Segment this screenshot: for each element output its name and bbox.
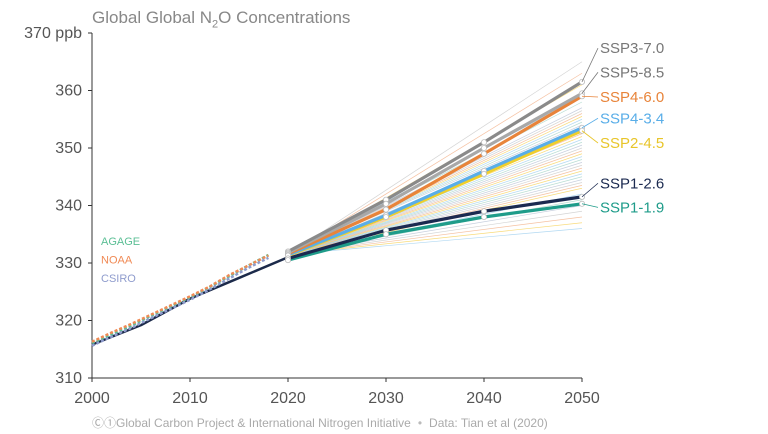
scenario-label: SSP4-6.0 [600,89,664,106]
y-tick-label: 320 [55,313,82,330]
scenario-series [284,78,586,264]
scenario-point [382,231,389,238]
scenario-label: SSP4-3.4 [600,110,664,127]
y-tick-label: 370 ppb [24,25,82,42]
x-tick-label: 2030 [368,390,404,407]
scenario-point [382,213,389,220]
x-tick-label: 2050 [564,390,600,407]
y-tick-label: 350 [55,140,82,157]
ensemble-line [287,61,583,255]
scenario-point [480,139,487,146]
ensemble-line [287,179,583,255]
scenario-leader-line [581,47,599,83]
data-source-text: Data: Tian et al (2020) [429,416,548,430]
scenario-leader-line [581,182,599,198]
x-tick-label: 2040 [466,390,502,407]
scenario-point [480,150,487,157]
scenario-line-ssp3-7.0 [287,80,583,253]
scenario-point [480,144,487,151]
ensemble-line [287,162,583,255]
scenario-leader-line [581,95,599,98]
ensemble-line [287,182,583,255]
scenario-point [284,257,291,264]
scenario-line-ssp1-1.9 [287,202,583,262]
credit-text: Ⓒ①Global Carbon Project & International … [92,416,411,430]
scenario-leader-line [581,117,599,129]
observation-label-agage: AGAGE [101,236,140,248]
footer-separator: • [417,416,423,430]
scenario-label: SSP1-2.6 [600,175,664,192]
y-tick-label: 330 [55,255,82,272]
observation-label-csiro: CSIRO [101,273,136,285]
observation-line-noaa [91,254,269,343]
ensemble-line [287,164,583,255]
scenario-point [480,208,487,215]
y-tick-label: 310 [55,370,82,387]
y-tick-label: 360 [55,83,82,100]
scenario-leader-line [581,203,599,208]
scenario-label: SSP5-8.5 [600,64,664,81]
observation-legend: AGAGE NOAA CSIRO [101,236,140,285]
scenario-point [480,213,487,220]
x-tick-label: 2000 [74,390,110,407]
ensemble-line [287,159,583,255]
observation-series [91,253,269,347]
observation-label-noaa: NOAA [101,255,133,267]
scenario-line-ssp4-6.0 [287,94,583,256]
scenario-line-ssp5-8.5 [287,91,583,255]
scenario-point [382,200,389,207]
scenario-line-ssp1-2.6 [287,195,583,260]
scenario-label: SSP3-7.0 [600,40,664,57]
scenario-leader-line [581,72,599,94]
scenario-label: SSP1-1.9 [600,199,664,216]
scenario-label: SSP2-4.5 [600,135,664,152]
scenario-point [480,170,487,177]
scenario-leader-line [581,130,599,144]
ensemble-line [287,173,583,255]
y-tick-label: 340 [55,198,82,215]
x-tick-label: 2010 [172,390,208,407]
ensemble-line [287,170,583,255]
scenario-labels: SSP3-7.0 SSP5-8.5 SSP4-6.0 SSP4-3.4 SSP2-4.5… [581,40,664,216]
axes: 310 320 330 340 350 360 370 ppb 2000 2010 2020 203… [24,25,600,407]
footer-credit: Ⓒ①Global Carbon Project & International … [92,414,548,431]
scenario-point [382,206,389,213]
scenario-line-ssp4-3.4 [287,126,583,257]
ensemble-line [287,167,583,255]
ensemble-line [287,176,583,255]
observation-line-csiro [91,256,269,347]
chart-title: Global Global N2O Concentrations [92,8,351,31]
x-tick-label: 2020 [270,390,306,407]
